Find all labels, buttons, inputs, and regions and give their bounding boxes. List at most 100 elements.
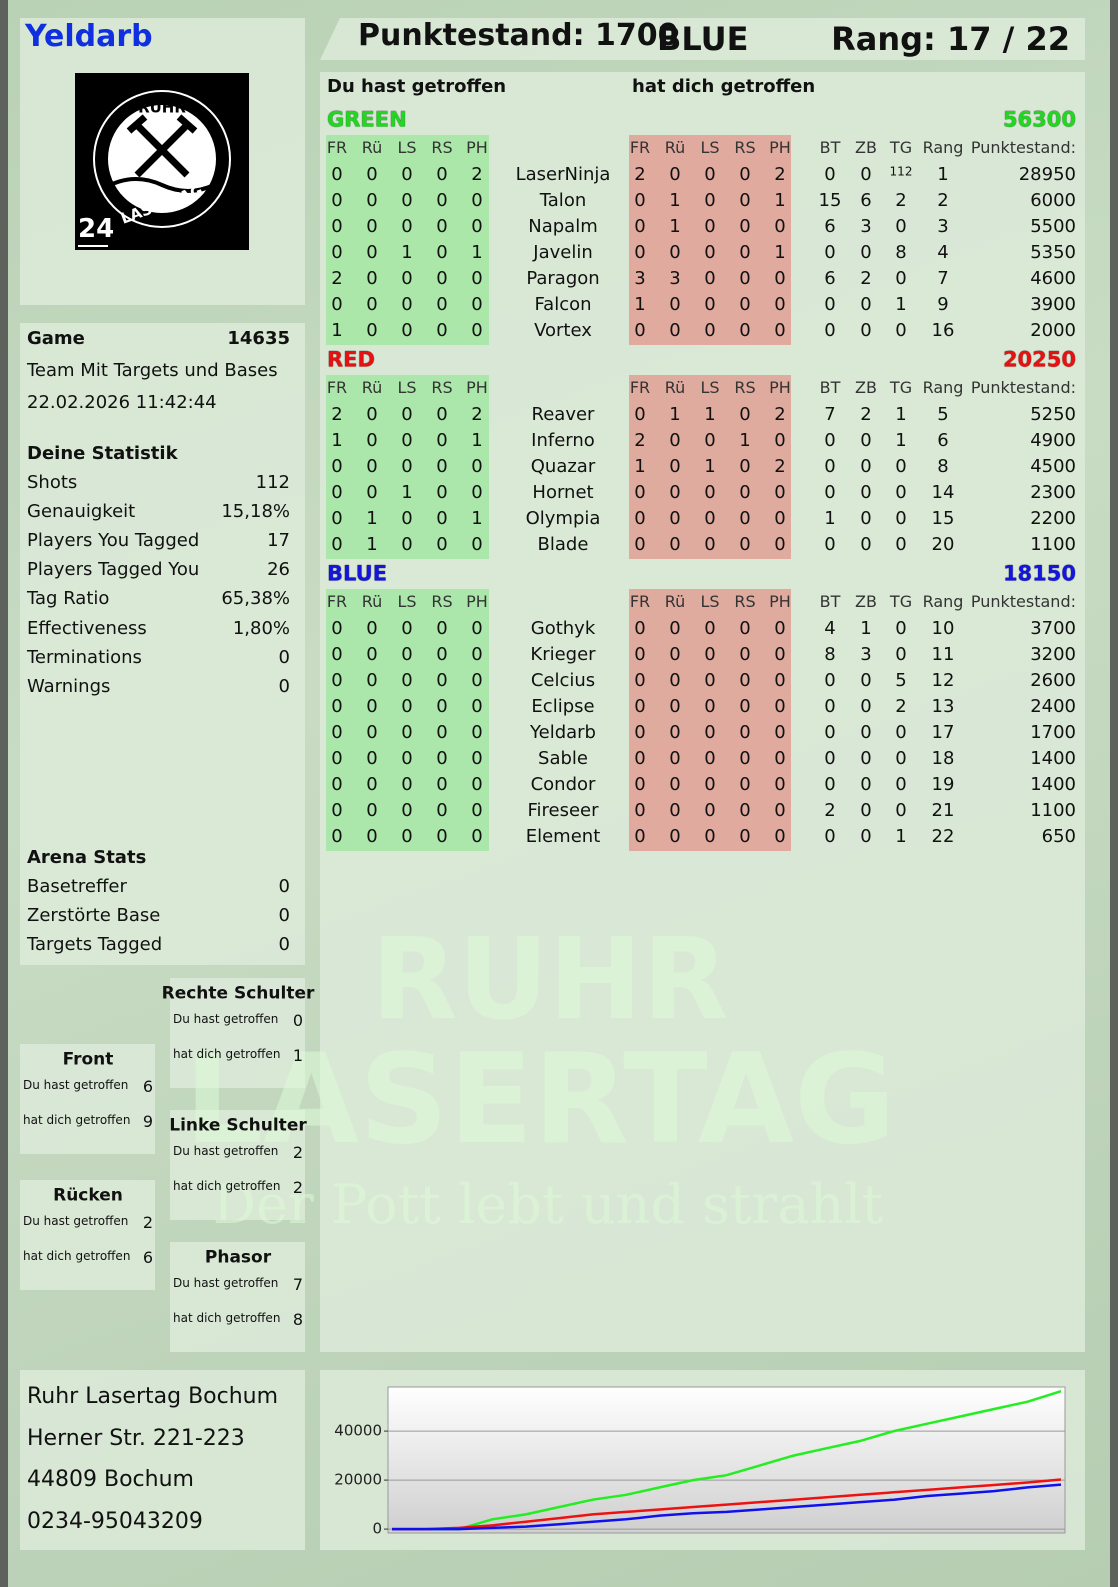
player-stat: 0 xyxy=(824,670,836,691)
column-header: RS xyxy=(734,592,756,611)
team-heading: BLUE xyxy=(657,20,749,58)
hit-count: 0 xyxy=(471,670,483,691)
hit-you-background xyxy=(629,375,791,559)
player-name: Napalm xyxy=(528,216,598,237)
hit-count: 1 xyxy=(366,508,378,529)
hit-count: 0 xyxy=(634,826,646,847)
hit-count: 0 xyxy=(704,320,716,341)
player-stat: 8 xyxy=(895,242,907,263)
player-stat: 12 xyxy=(931,670,955,691)
hit-count: 0 xyxy=(436,748,448,769)
you-hit-background xyxy=(326,135,489,345)
hit-count: 0 xyxy=(331,190,343,211)
hit-count: 0 xyxy=(401,190,413,211)
player-stat: 20 xyxy=(931,534,955,555)
hit-count: 0 xyxy=(739,294,751,315)
column-header: Rang xyxy=(922,378,964,397)
hit-count: 3 xyxy=(634,268,646,289)
column-header: Rü xyxy=(664,138,686,157)
zone-value: 6 xyxy=(142,1077,153,1096)
player-stat: 0 xyxy=(895,618,907,639)
hit-count: 0 xyxy=(669,456,681,477)
column-header: Rü xyxy=(361,592,383,611)
player-name: Paragon xyxy=(526,268,600,289)
hit-count: 0 xyxy=(471,216,483,237)
hit-count: 0 xyxy=(704,826,716,847)
hit-count: 0 xyxy=(739,748,751,769)
zone-title: Rechte Schulter xyxy=(161,983,315,1004)
hit-count: 0 xyxy=(634,242,646,263)
stats-title: Deine Statistik xyxy=(27,443,178,464)
player-stat: 0 xyxy=(860,482,872,503)
player-stat: 0 xyxy=(824,242,836,263)
hit-count: 0 xyxy=(774,800,786,821)
zone-caption: Du hast getroffen xyxy=(173,1144,279,1158)
player-stat: 1 xyxy=(895,294,907,315)
hit-count: 0 xyxy=(634,722,646,743)
hit-count: 0 xyxy=(471,320,483,341)
hit-count: 0 xyxy=(366,482,378,503)
player-stat: 6000 xyxy=(1030,190,1076,211)
hit-count: 1 xyxy=(471,242,483,263)
hit-count: 0 xyxy=(436,164,448,185)
hit-count: 0 xyxy=(704,268,716,289)
player-stat: 0 xyxy=(824,534,836,555)
address-line: 0234-95043209 xyxy=(27,1508,203,1534)
player-stat: 18 xyxy=(931,748,955,769)
hit-count: 0 xyxy=(774,430,786,451)
hit-count: 0 xyxy=(774,268,786,289)
hit-count: 0 xyxy=(704,164,716,185)
series-line xyxy=(392,1483,1062,1531)
hit-count: 0 xyxy=(634,320,646,341)
hit-count: 0 xyxy=(401,404,413,425)
player-stat: 0 xyxy=(824,826,836,847)
player-stat: 5 xyxy=(937,404,949,425)
player-stat: 650 xyxy=(1041,826,1076,847)
hit-count: 0 xyxy=(401,268,413,289)
player-stat: 0 xyxy=(895,216,907,237)
player-name: Quazar xyxy=(530,456,596,477)
hit-count: 0 xyxy=(471,722,483,743)
player-stat: 3 xyxy=(860,216,872,237)
player-stat: 0 xyxy=(860,722,872,743)
hit-count: 0 xyxy=(739,800,751,821)
player-name: Javelin xyxy=(533,242,593,263)
hit-count: 0 xyxy=(331,748,343,769)
hit-count: 0 xyxy=(331,618,343,639)
player-stat: 0 xyxy=(824,164,836,185)
hit-count: 0 xyxy=(436,534,448,555)
hit-count: 1 xyxy=(774,242,786,263)
zone-value: 1 xyxy=(292,1046,303,1065)
logo-graphic xyxy=(78,90,231,247)
team-name: GREEN xyxy=(327,107,407,132)
hit-count: 0 xyxy=(366,294,378,315)
logo-hammers xyxy=(126,114,198,178)
hit-count: 0 xyxy=(436,190,448,211)
hit-count: 2 xyxy=(471,404,483,425)
player-name: Condor xyxy=(530,774,596,795)
hit-count: 2 xyxy=(774,456,786,477)
hit-count: 0 xyxy=(704,644,716,665)
column-header: BT xyxy=(819,378,841,397)
player-name: Element xyxy=(525,826,601,847)
player-stat: 0 xyxy=(860,456,872,477)
hit-count: 0 xyxy=(331,164,343,185)
stat-label: Terminations xyxy=(27,646,142,668)
zone-title: Phasor xyxy=(204,1247,272,1268)
hit-count: 0 xyxy=(774,216,786,237)
player-stat: 5 xyxy=(895,670,907,691)
player-name: Reaver xyxy=(531,404,595,425)
hit-count: 1 xyxy=(704,456,716,477)
hit-count: 0 xyxy=(739,644,751,665)
player-stat: 9 xyxy=(937,294,949,315)
hit-count: 0 xyxy=(774,722,786,743)
hit-count: 0 xyxy=(436,456,448,477)
player-stat: 0 xyxy=(895,748,907,769)
hit-count: 1 xyxy=(774,190,786,211)
hit-count: 0 xyxy=(704,482,716,503)
player-stat: 3 xyxy=(860,644,872,665)
player-stat: 5350 xyxy=(1030,242,1076,263)
hit-count: 0 xyxy=(471,294,483,315)
player-stat: 5500 xyxy=(1030,216,1076,237)
hit-count: 0 xyxy=(471,534,483,555)
